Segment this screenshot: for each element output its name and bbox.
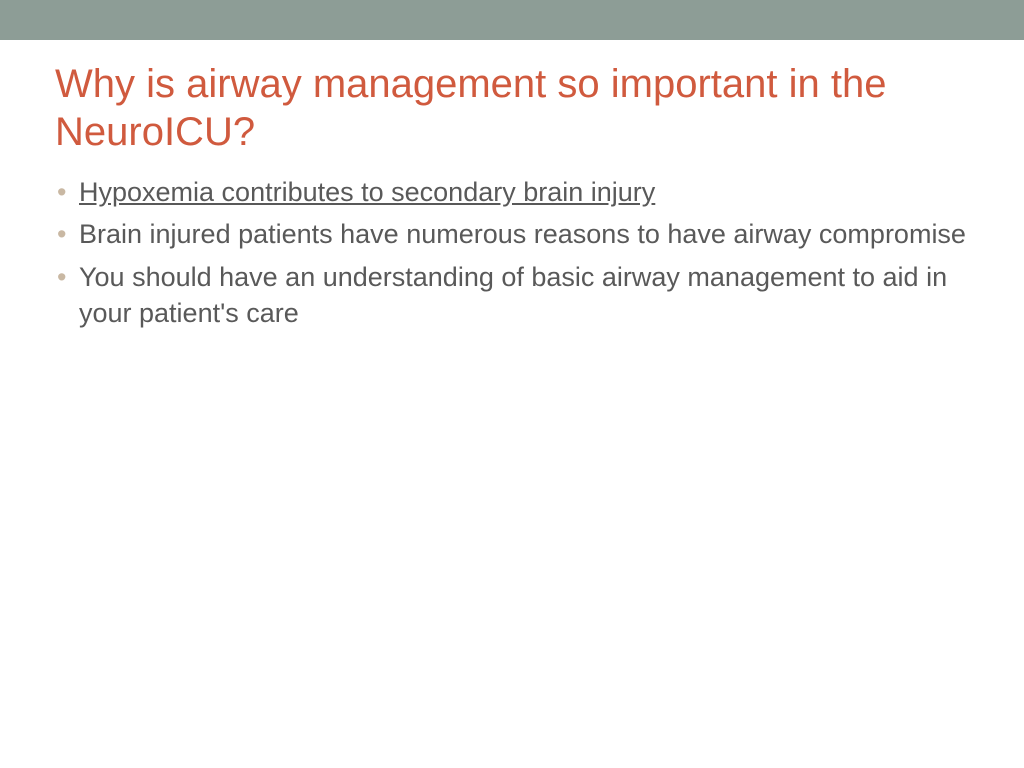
bullet-item: You should have an understanding of basi… <box>55 259 969 332</box>
bullet-item: Hypoxemia contributes to secondary brain… <box>55 174 969 210</box>
bullet-text: You should have an understanding of basi… <box>79 262 947 328</box>
top-accent-bar <box>0 0 1024 40</box>
slide-content: Why is airway management so important in… <box>0 40 1024 332</box>
bullet-text: Hypoxemia contributes to secondary brain… <box>79 177 655 207</box>
bullet-item: Brain injured patients have numerous rea… <box>55 216 969 252</box>
slide-title: Why is airway management so important in… <box>55 60 969 156</box>
bullet-list: Hypoxemia contributes to secondary brain… <box>55 174 969 332</box>
bullet-text: Brain injured patients have numerous rea… <box>79 219 966 249</box>
